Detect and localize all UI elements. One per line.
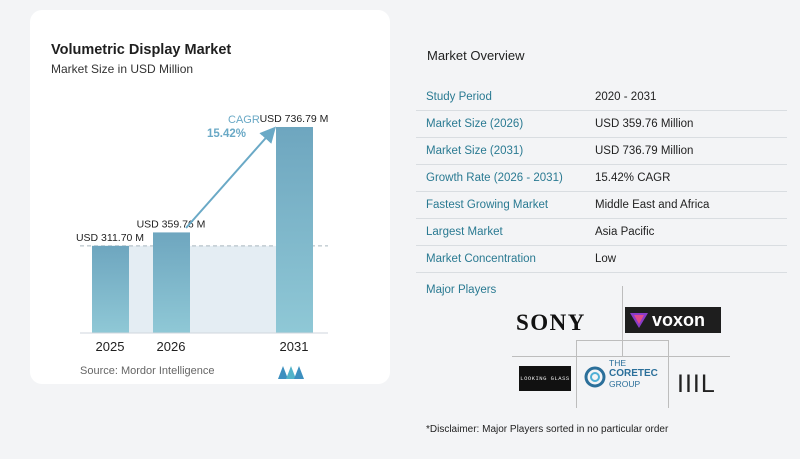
coretec-line-1: THE (609, 358, 626, 368)
coretec-logo: THE CORETEC GROUP (584, 358, 662, 398)
overview-title: Market Overview (427, 48, 525, 63)
x-tick-label: 2031 (280, 339, 309, 354)
data-label: USD 359.76 M (137, 218, 206, 230)
data-label: USD 311.70 M (76, 232, 144, 244)
logo-divider (512, 356, 730, 357)
table-row: Market Size (2026) USD 359.76 Million (416, 111, 787, 138)
voxon-mark-icon (630, 313, 648, 328)
data-label: USD 736.79 M (260, 113, 329, 125)
table-row: Market Concentration Low (416, 246, 787, 273)
chart-subtitle: Market Size in USD Million (51, 62, 194, 76)
row-value: Asia Pacific (595, 226, 655, 238)
x-tick-label: 2026 (157, 339, 186, 354)
coretec-text: THE CORETEC GROUP (609, 358, 658, 389)
chart-source: Source: Mordor Intelligence (80, 365, 215, 377)
x-tick-label: 2025 (96, 339, 125, 354)
row-value: Middle East and Africa (595, 199, 710, 211)
logo-divider (576, 340, 669, 341)
bar-2031 (276, 127, 313, 333)
row-label: Market Concentration (426, 253, 536, 265)
logo-divider (622, 286, 623, 356)
row-label: Market Size (2026) (426, 118, 524, 130)
table-row: Fastest Growing Market Middle East and A… (416, 192, 787, 219)
table-row: Growth Rate (2026 - 2031) 15.42% CAGR (416, 165, 787, 192)
voxon-logo-text: voxon (652, 309, 706, 330)
overview-table: Study Period 2020 - 2031 Market Size (20… (416, 84, 787, 273)
row-value: 2020 - 2031 (595, 91, 657, 103)
coretec-line-3: GROUP (609, 379, 641, 389)
looking-glass-logo: LOOKING GLASS (519, 366, 571, 391)
chart-title: Volumetric Display Market (51, 42, 232, 58)
logo-divider (668, 340, 669, 408)
mordor-logo-icon (278, 366, 304, 379)
row-label: Study Period (426, 91, 492, 103)
coretec-line-2: CORETEC (609, 368, 658, 379)
row-label: Fastest Growing Market (426, 199, 549, 211)
cagr-arrow (185, 126, 276, 229)
voxon-logo: voxon (625, 307, 721, 333)
row-value: 15.42% CAGR (595, 172, 671, 184)
table-row: Study Period 2020 - 2031 (416, 84, 787, 111)
market-overview-panel: Market Overview Study Period 2020 - 2031… (416, 0, 800, 459)
major-players-title: Major Players (426, 284, 497, 296)
bar-chart: USD 311.70 M 2025 USD 359.76 M 2026 USD 736.… (76, 113, 329, 354)
disclaimer: *Disclaimer: Major Players sorted in no … (426, 424, 669, 435)
row-label: Market Size (2031) (426, 145, 524, 157)
bar-2025 (92, 245, 129, 333)
cagr-label: CAGR (228, 114, 260, 126)
table-row: Largest Market Asia Pacific (416, 219, 787, 246)
sony-logo: SONY (516, 310, 586, 335)
row-label: Growth Rate (2026 - 2031) (426, 172, 563, 184)
row-value: USD 359.76 Million (595, 118, 694, 130)
row-label: Largest Market (426, 226, 503, 238)
row-value: USD 736.79 Million (595, 145, 694, 157)
coretec-mark-icon (584, 366, 606, 388)
bar-2026 (153, 232, 190, 333)
table-row: Market Size (2031) USD 736.79 Million (416, 138, 787, 165)
row-value: Low (595, 253, 617, 265)
cagr-value: 15.42% (207, 128, 246, 140)
iiil-logo: IIIL (677, 370, 716, 398)
logo-divider (576, 340, 577, 408)
